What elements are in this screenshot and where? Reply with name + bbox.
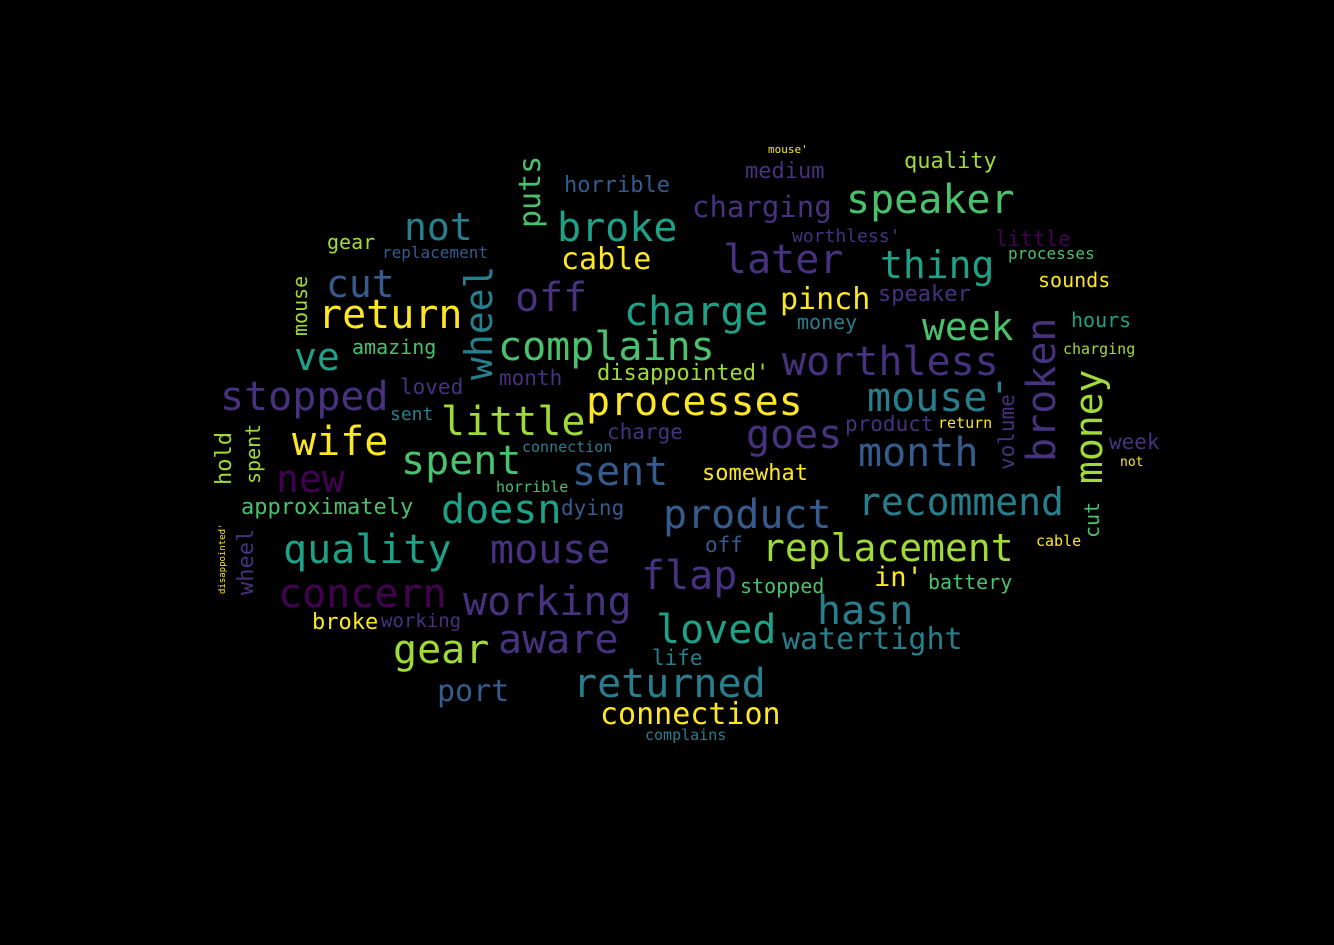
word: broken [1019, 317, 1065, 463]
word: battery [928, 570, 1013, 594]
word: charge [607, 420, 683, 444]
word: loved [656, 607, 777, 653]
word: charging [1063, 340, 1136, 358]
word: worthless' [792, 226, 901, 247]
word: month [858, 430, 979, 476]
word: mouse [288, 275, 312, 336]
word: broke [557, 205, 678, 251]
word: mouse [490, 527, 611, 573]
word: product [663, 492, 832, 538]
word: working [381, 610, 462, 632]
word: returned [573, 661, 766, 707]
word: connection [600, 697, 781, 732]
word: stopped [740, 574, 825, 598]
word: amazing [352, 335, 437, 359]
word: horrible [564, 173, 670, 198]
word: mouse' [867, 375, 1012, 421]
word: flap [641, 553, 738, 599]
word: product [845, 412, 934, 436]
word: ve [294, 335, 340, 379]
word: somewhat [702, 461, 808, 486]
word: cable [561, 242, 652, 277]
word: return [938, 414, 993, 432]
word: quality [904, 149, 997, 174]
word: hold [212, 432, 237, 485]
word: spent [241, 423, 265, 484]
word: charge [624, 289, 769, 335]
word: loved [400, 375, 464, 399]
word: recommend [858, 480, 1064, 524]
word: not [1120, 455, 1144, 470]
word: connection [522, 438, 613, 456]
word: month [499, 366, 563, 390]
word: replacement [762, 526, 1014, 570]
word: worthless [782, 339, 999, 385]
word: pinch [780, 282, 871, 317]
word: gear [393, 627, 490, 673]
word: disappointed' [218, 523, 228, 594]
word: approximately [241, 495, 414, 520]
word: processes [586, 379, 803, 425]
word: cut [1080, 501, 1104, 538]
word: sent [572, 449, 669, 495]
word: later [723, 237, 844, 283]
word: money [797, 310, 858, 334]
word: disappointed' [597, 361, 770, 386]
word: volume [995, 394, 1019, 470]
word: sent [390, 404, 434, 425]
word: money [1067, 369, 1111, 484]
word: processes [1008, 244, 1095, 263]
word: replacement [382, 243, 488, 262]
word: stopped [220, 374, 389, 420]
word: off [515, 275, 588, 321]
word: in' [874, 562, 923, 593]
word: little [995, 227, 1071, 251]
word: complains [498, 324, 715, 370]
word: working [463, 579, 632, 625]
word: off [705, 533, 743, 557]
word: goes [746, 412, 843, 458]
word: dying [561, 496, 625, 520]
word: wheel [457, 265, 501, 380]
word: medium [745, 159, 825, 184]
word: return [318, 292, 463, 338]
word: week [922, 305, 1014, 349]
word: gear [327, 230, 376, 254]
word: hours [1071, 308, 1132, 332]
word: life [652, 646, 703, 670]
word: watertight [782, 622, 963, 657]
word: week [1109, 430, 1160, 454]
word: quality [283, 527, 452, 573]
word: horrible [496, 478, 569, 496]
word: cable [1036, 532, 1082, 550]
word: cut [326, 262, 395, 306]
word: new [276, 457, 345, 501]
word: wife [292, 419, 389, 465]
word: speaker [846, 177, 1015, 223]
word: hasn [817, 588, 914, 634]
word: port [437, 674, 510, 709]
word: aware [498, 617, 619, 663]
word: little [441, 399, 586, 445]
word: spent [401, 438, 522, 484]
word: speaker [878, 282, 971, 307]
word: sounds [1038, 268, 1111, 292]
word: wheel [234, 528, 259, 595]
word: doesn [441, 487, 562, 533]
word: concern [278, 571, 447, 617]
word: puts [513, 155, 548, 228]
word: not [404, 205, 473, 249]
word: mouse' [768, 143, 808, 156]
word: thing [880, 243, 995, 287]
word: complains [645, 726, 727, 744]
word: charging [692, 190, 832, 224]
word: broke [312, 610, 379, 635]
